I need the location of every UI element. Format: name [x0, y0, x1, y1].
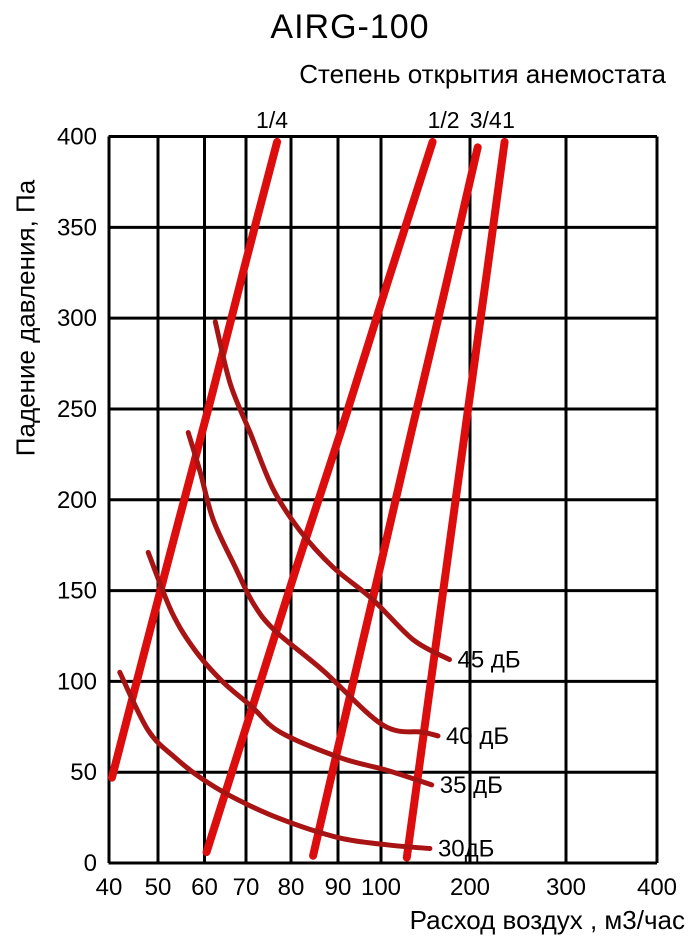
curve-opening-3-4 — [309, 143, 482, 860]
noise-label-noise-45: 45 дБ — [458, 647, 521, 674]
chart-title: AIRG-100 — [270, 8, 430, 46]
x-tick-label: 50 — [145, 874, 172, 901]
y-tick-label: 250 — [57, 396, 97, 423]
opening-label-opening-1-2: 1/2 — [428, 107, 460, 133]
x-tick-label: 70 — [233, 874, 260, 901]
opening-label-opening-1-4: 1/4 — [256, 107, 288, 133]
curve-noise-35 — [145, 549, 435, 788]
y-tick-label: 0 — [84, 850, 97, 877]
opening-label-opening-1: 1 — [502, 107, 515, 133]
curve-opening-1-2 — [202, 137, 437, 857]
x-tick-label: 200 — [450, 874, 490, 901]
y-axis-title: Падение давления, Па — [10, 179, 41, 457]
x-tick-label: 40 — [96, 874, 123, 901]
x-tick-label: 400 — [637, 874, 677, 901]
y-tick-label: 400 — [57, 124, 97, 151]
x-axis-title: Расход воздух , м3/час — [409, 905, 685, 935]
x-tick-label: 100 — [361, 874, 401, 901]
noise-label-noise-35: 35 дБ — [440, 772, 503, 799]
curve-noise-40 — [185, 430, 441, 739]
y-tick-label: 50 — [70, 759, 97, 786]
opening-label-opening-3-4: 3/4 — [470, 107, 502, 133]
chart-subtitle: Степень открытия анемостата — [299, 59, 666, 89]
y-tick-label: 150 — [57, 578, 97, 605]
curve-noise-45 — [212, 319, 452, 663]
x-tick-label: 300 — [546, 874, 586, 901]
curve-noise-30 — [117, 669, 433, 851]
y-tick-label: 300 — [57, 305, 97, 332]
noise-label-noise-30: 30дБ — [438, 835, 494, 862]
x-tick-label: 90 — [325, 874, 352, 901]
x-tick-label: 60 — [191, 874, 218, 901]
noise-label-noise-40: 40 дБ — [446, 723, 509, 750]
y-tick-label: 350 — [57, 214, 97, 241]
y-tick-label: 100 — [57, 668, 97, 695]
x-tick-label: 80 — [278, 874, 305, 901]
y-tick-label: 200 — [57, 487, 97, 514]
